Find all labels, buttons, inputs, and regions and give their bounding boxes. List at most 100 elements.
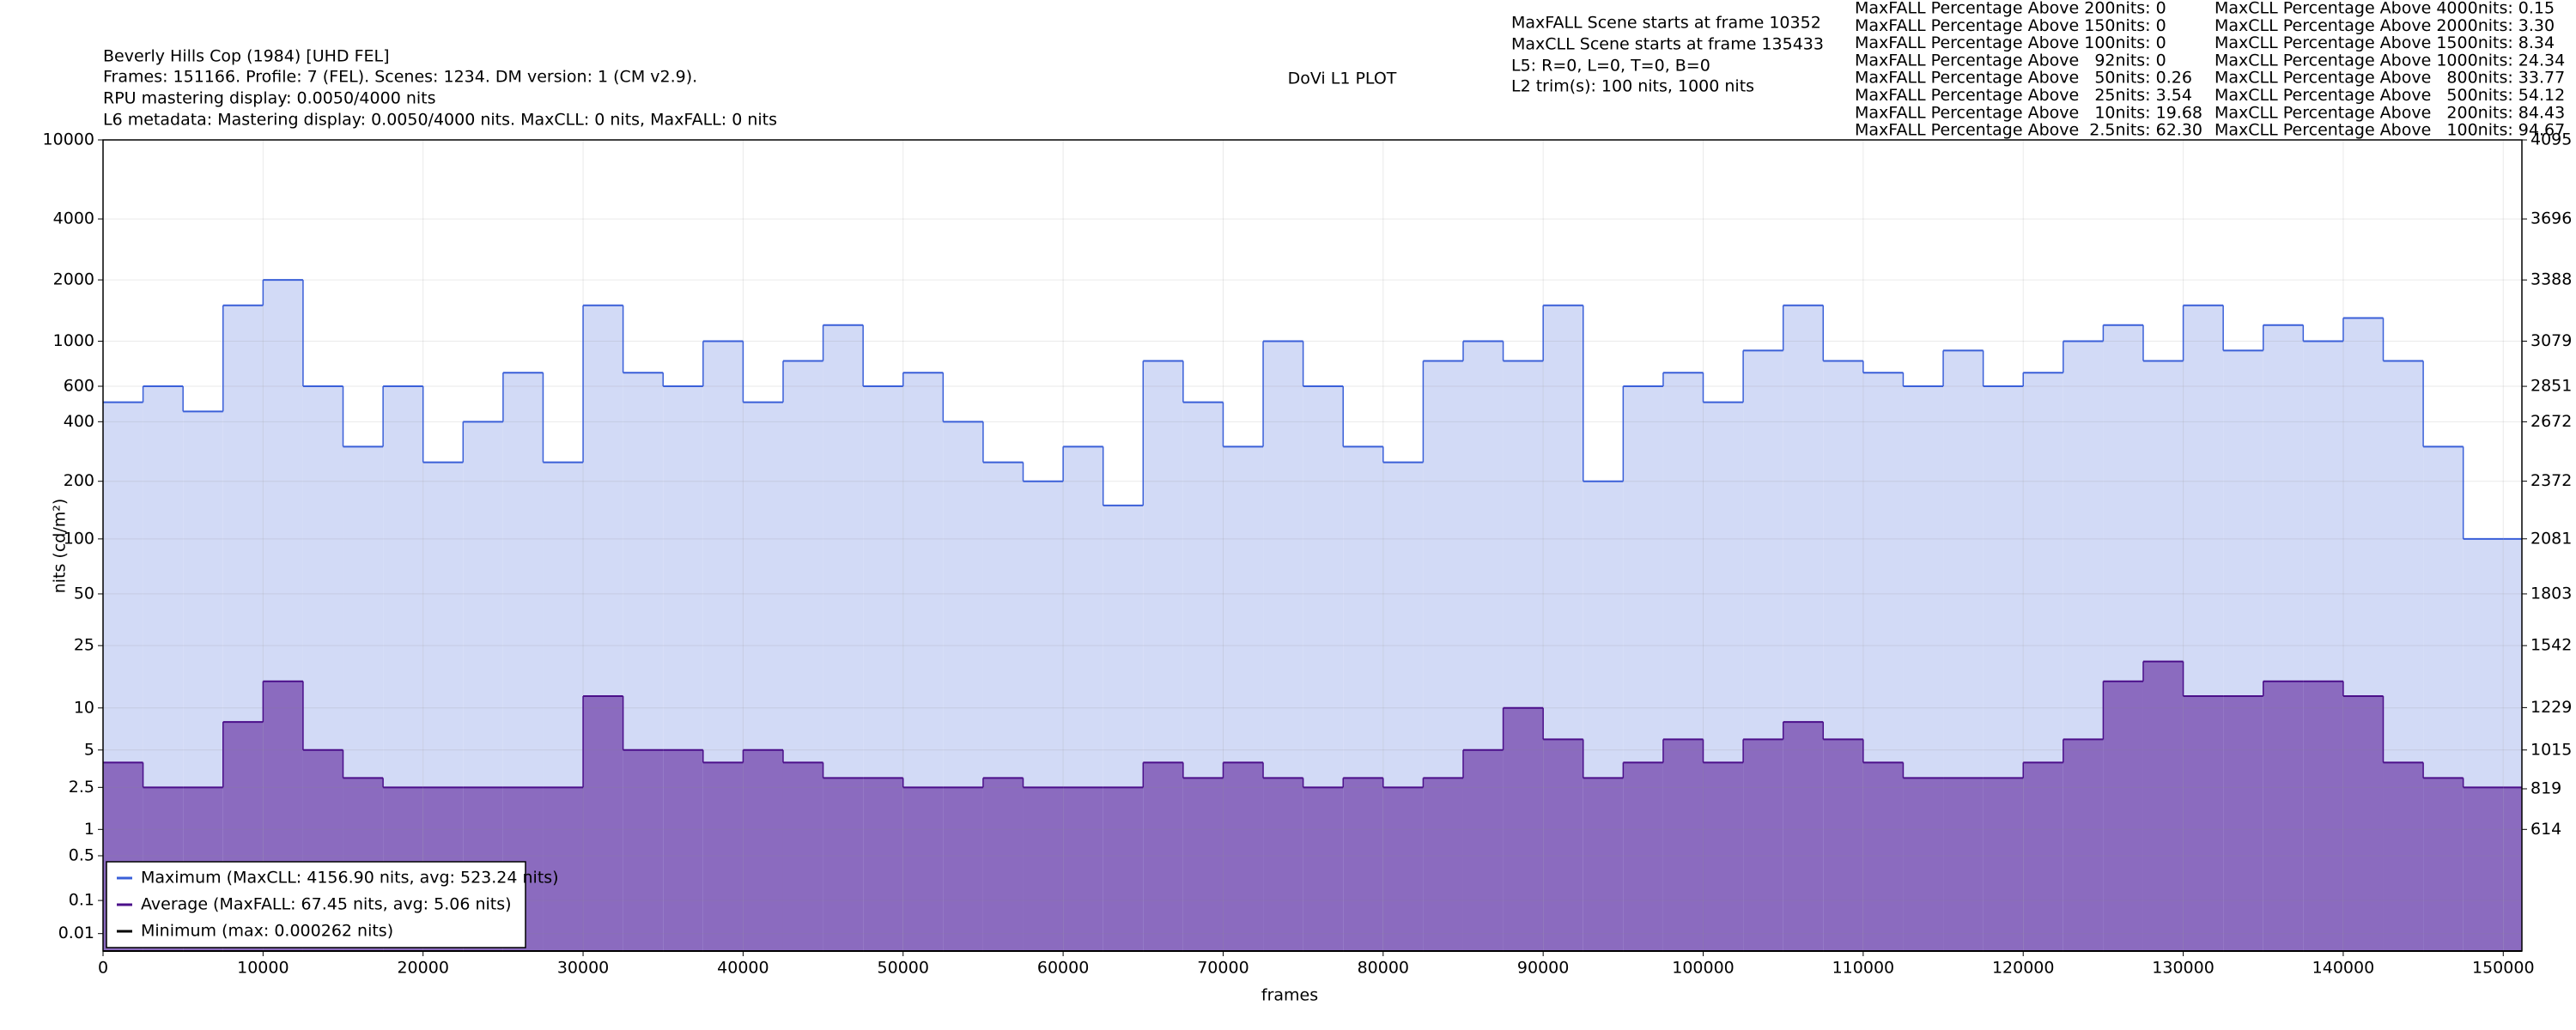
y-tick-label: 0.01 [58,924,94,942]
y2-tick-label: 2672 [2530,412,2572,431]
area-step [702,762,744,951]
y2-tick-label: 1803 [2530,584,2572,603]
maxcll-stat: MaxCLL Percentage Above 2000nits: 3.30 [2215,16,2555,35]
x-tick-label: 10000 [237,959,289,978]
area-step [2463,787,2504,951]
area-step [2223,696,2263,951]
area-step [1263,778,1303,951]
y-tick-label: 600 [64,377,94,396]
area-step [2303,681,2343,951]
area-step [1023,787,1064,951]
area-step [2103,681,2143,951]
y-tick-label: 10 [74,698,94,717]
x-tick-label: 150000 [2472,959,2535,978]
area-step [1182,778,1224,951]
area-step [1823,739,1863,951]
maxfall-stat: MaxFALL Percentage Above 2.5nits: 62.30 [1855,121,2202,140]
y-tick-label: 2.5 [69,778,94,797]
area-step [2183,696,2224,951]
area-step [1343,778,1383,951]
y-tick-label: 0.1 [69,891,94,910]
x-tick-label: 140000 [2312,959,2375,978]
y-tick-label: 200 [64,471,94,490]
maxcll-stat: MaxCLL Percentage Above 4000nits: 0.15 [2215,0,2555,18]
maxfall-stat: MaxFALL Percentage Above 25nits: 3.54 [1855,86,2192,105]
y2-tick-label: 1229 [2530,698,2572,717]
area-step [1703,762,1744,951]
maxcll-stat: MaxCLL Percentage Above 1500nits: 8.34 [2215,33,2555,52]
area-step [1462,749,1504,951]
area-step [2263,681,2304,951]
header-line: Frames: 151166. Profile: 7 (FEL). Scenes… [103,68,697,87]
x-tick-label: 90000 [1517,959,1569,978]
y2-tick-label: 3079 [2530,331,2572,350]
y-tick-label: 2000 [53,270,94,289]
area-step [982,778,1024,951]
area-step [663,749,703,951]
area-step [863,778,903,951]
area-step [1743,739,1783,951]
area-step [1662,739,1704,951]
scene-info: L2 trim(s): 100 nits, 1000 nits [1511,77,1754,96]
y-tick-label: 1 [84,820,94,839]
y-tick-label: 4000 [53,209,94,228]
legend-label: Maximum (MaxCLL: 4156.90 nits, avg: 523.… [141,869,559,888]
maxfall-stat: MaxFALL Percentage Above 50nits: 0.26 [1855,69,2192,88]
x-tick-label: 110000 [1832,959,1895,978]
legend-label: Average (MaxFALL: 67.45 nits, avg: 5.06 … [141,895,512,914]
y2-tick-label: 3696 [2530,209,2572,228]
maxfall-stat: MaxFALL Percentage Above 200nits: 0 [1855,0,2166,18]
chart-title: Beverly Hills Cop (1984) [UHD FEL] [103,47,390,66]
area-step [1143,762,1183,951]
area-step [2342,696,2384,951]
x-tick-label: 80000 [1358,959,1409,978]
area-step [1423,778,1463,951]
area-step [543,787,584,951]
scene-info: MaxCLL Scene starts at frame 135433 [1511,35,1824,54]
x-tick-label: 40000 [717,959,769,978]
area-step [1223,762,1264,951]
area-step [1943,778,1984,951]
y2-tick-label: 3388 [2530,270,2572,289]
area-step [1862,762,1904,951]
x-tick-label: 30000 [557,959,609,978]
area-step [1983,778,2024,951]
legend-box [106,861,526,948]
area-step [1903,778,1944,951]
maxcll-stat: MaxCLL Percentage Above 100nits: 94.67 [2215,121,2565,140]
scene-info: L5: R=0, L=0, T=0, B=0 [1511,57,1710,76]
plot-label: DoVi L1 PLOT [1288,70,1397,88]
y-tick-label: 25 [74,636,94,655]
area-step [1303,787,1344,951]
y2-tick-label: 2081 [2530,529,2572,548]
maxfall-stat: MaxFALL Percentage Above 150nits: 0 [1855,16,2166,35]
y2-tick-label: 2372 [2530,471,2572,490]
area-step [2142,661,2184,951]
area-step [902,787,944,951]
x-tick-label: 0 [98,959,108,978]
y2-tick-label: 819 [2530,779,2561,798]
x-tick-label: 100000 [1672,959,1735,978]
y2-tick-label: 4095 [2530,130,2572,149]
maxcll-stat: MaxCLL Percentage Above 500nits: 54.12 [2215,86,2565,105]
x-tick-label: 120000 [1992,959,2055,978]
x-tick-label: 130000 [2152,959,2215,978]
area-step [2023,762,2063,951]
y-tick-label: 400 [64,412,94,431]
maxcll-stat: MaxCLL Percentage Above 800nits: 33.77 [2215,69,2565,88]
scene-info: MaxFALL Scene starts at frame 10352 [1511,14,1821,33]
area-step [1103,787,1144,951]
maxcll-stat: MaxCLL Percentage Above 200nits: 84.43 [2215,103,2565,122]
y-tick-label: 5 [84,740,94,759]
area-step [743,749,783,951]
legend-label: Minimum (max: 0.000262 nits) [141,922,393,941]
area-step [1783,722,1824,951]
area-step [2503,787,2522,951]
area-step [1543,739,1583,951]
x-tick-label: 70000 [1197,959,1249,978]
x-tick-label: 50000 [878,959,929,978]
area-step [943,787,983,951]
area-step [1623,762,1663,951]
plot-frame [102,139,2523,952]
